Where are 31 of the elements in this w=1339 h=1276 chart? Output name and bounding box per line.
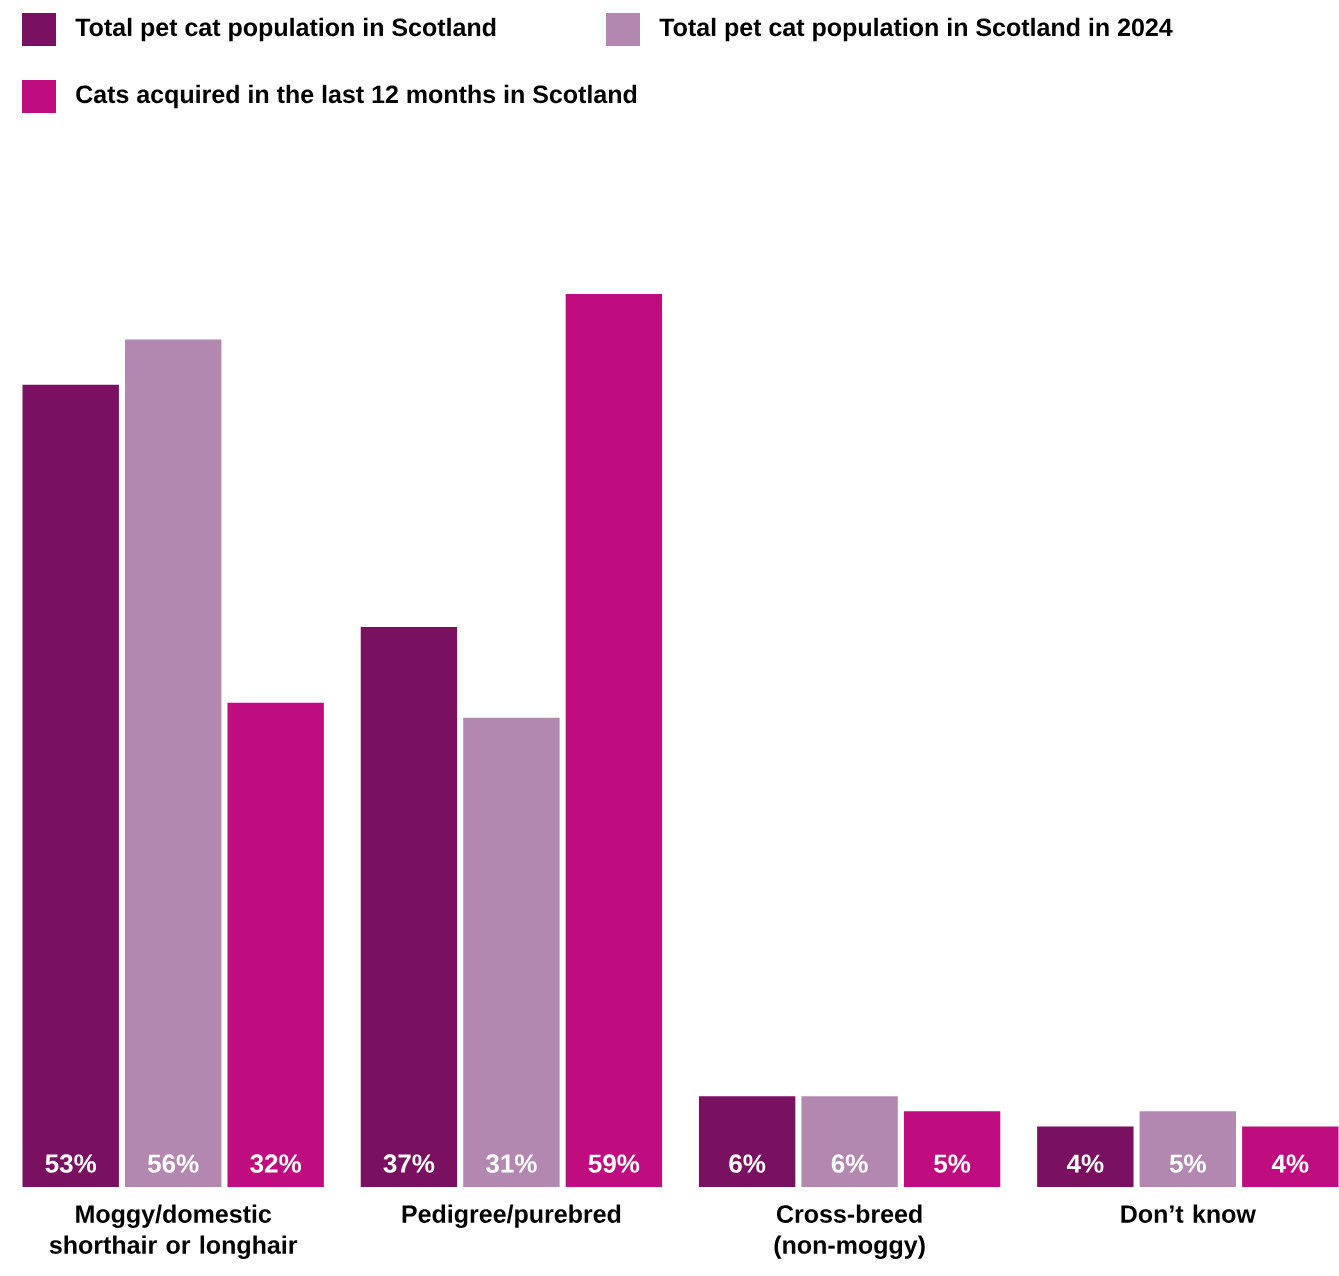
legend-label: Total pet cat population in Scotland in 2024 <box>659 17 1173 42</box>
data-label: 6% <box>729 1154 766 1173</box>
x-tick-label: Moggy/domestic shorthair or longhair <box>49 1204 298 1259</box>
x-tick-label: Cross-breed (non-moggy) <box>774 1204 925 1259</box>
bar <box>698 1096 796 1187</box>
data-label: 37% <box>383 1154 435 1173</box>
legend-label: Total pet cat population in Scotland <box>75 17 496 42</box>
bar <box>565 293 663 1187</box>
data-label: 59% <box>588 1154 640 1173</box>
data-label: 4% <box>1271 1154 1309 1173</box>
bar <box>801 1096 898 1187</box>
data-label: 5% <box>1169 1154 1206 1173</box>
bar <box>22 384 119 1187</box>
x-tick-label: Don’t know <box>1121 1204 1256 1223</box>
bar <box>360 626 458 1187</box>
bar <box>1139 1111 1237 1187</box>
data-label: 53% <box>45 1154 97 1173</box>
bar <box>903 1111 1001 1187</box>
x-tick-label: Pedigree/purebred <box>402 1204 621 1228</box>
data-label: 32% <box>250 1154 301 1173</box>
data-label: 56% <box>147 1154 199 1173</box>
bar <box>227 702 324 1187</box>
bar <box>124 339 222 1187</box>
legend-label: Cats acquired in the last 12 months in Scotland <box>76 84 637 109</box>
data-label: 31% <box>485 1154 537 1173</box>
data-label: 6% <box>831 1154 868 1173</box>
data-label: 5% <box>934 1154 971 1173</box>
bar <box>463 717 560 1187</box>
data-label: 4% <box>1066 1154 1104 1173</box>
bar <box>1037 1126 1134 1187</box>
bar <box>1242 1126 1339 1187</box>
